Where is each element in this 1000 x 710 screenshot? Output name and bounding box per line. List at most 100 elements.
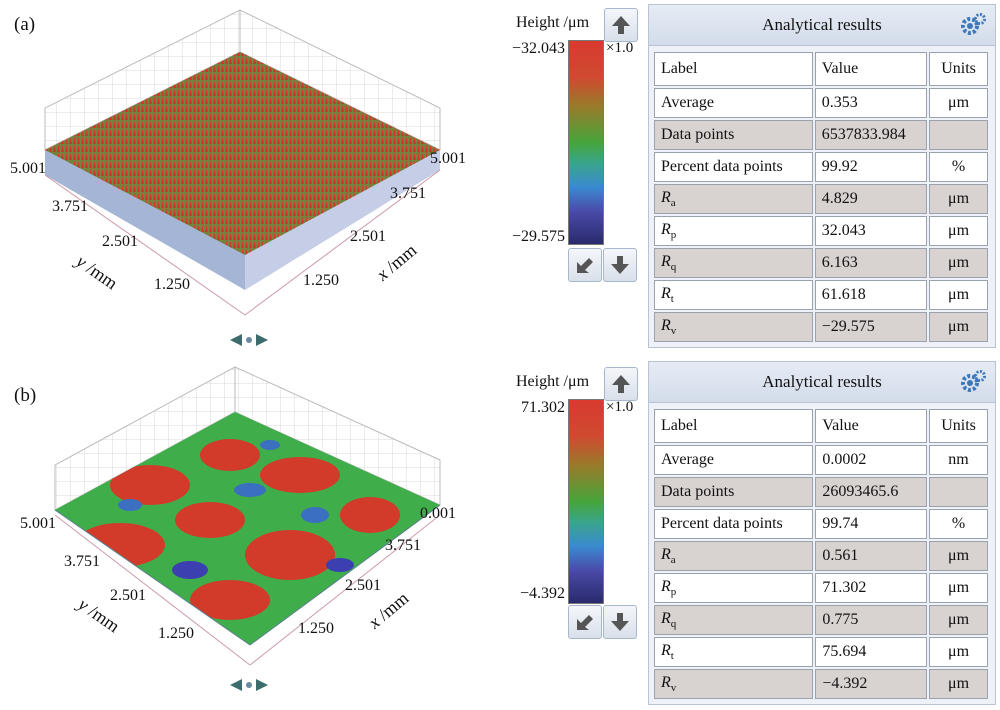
row-units: μm <box>929 88 988 118</box>
arrow-up-icon <box>612 16 630 34</box>
panel-label: (b) <box>14 385 37 406</box>
table-row[interactable]: Rv −4.392 μm <box>654 669 988 699</box>
row-units <box>929 120 988 150</box>
row-label: Rt <box>654 280 813 310</box>
row-label: Average <box>654 445 814 475</box>
results-table: Label Value Units Average 0.0002 nm Data… <box>652 407 990 701</box>
row-units: μm <box>929 216 988 246</box>
row-units: μm <box>929 669 988 699</box>
results-title: Analytical results <box>762 15 882 34</box>
row-value: 0.0002 <box>815 445 928 475</box>
row-label: Rv <box>654 312 813 342</box>
arrow-up-icon <box>612 375 630 393</box>
y-tick: 2.501 <box>110 587 146 604</box>
table-row[interactable]: Average 0.0002 nm <box>654 445 988 475</box>
row-label: Ra <box>654 541 814 571</box>
gear-icon[interactable] <box>959 12 987 38</box>
y-tick: 5.001 <box>20 515 56 532</box>
y-tick: 2.501 <box>102 233 138 250</box>
table-row[interactable]: Data points 6537833.984 <box>654 120 988 150</box>
analytical-results-panel: Analytical results Label Value Units Ave… <box>648 4 996 348</box>
reset-scale-button[interactable] <box>568 248 602 282</box>
table-row[interactable]: Ra 4.829 μm <box>654 184 988 214</box>
table-row[interactable]: Data points 26093465.6 <box>654 477 988 507</box>
x-tick: 2.501 <box>345 577 381 594</box>
scale-factor: ×1.0 <box>606 40 634 56</box>
table-row[interactable]: Percent data points 99.92 % <box>654 152 988 182</box>
row-label: Ra <box>654 184 813 214</box>
row-label: Average <box>654 88 813 118</box>
x-tick: 5.001 <box>430 150 466 167</box>
table-row[interactable]: Rp 32.043 μm <box>654 216 988 246</box>
table-row[interactable]: Rt 75.694 μm <box>654 637 988 667</box>
colorbar <box>568 40 604 245</box>
panel-b: (b) 5.0 <box>0 355 1000 710</box>
table-row[interactable]: Rv −29.575 μm <box>654 312 988 342</box>
col-label: Label <box>654 409 814 443</box>
row-units: μm <box>929 573 988 603</box>
rotate-view-icon[interactable] <box>226 330 272 350</box>
scale-up-button[interactable] <box>604 8 638 42</box>
rotate-view-icon[interactable] <box>226 675 272 695</box>
row-units: μm <box>929 312 988 342</box>
results-header: Analytical results <box>649 362 995 403</box>
col-units: Units <box>929 52 988 86</box>
col-units: Units <box>929 409 988 443</box>
row-label: Rq <box>654 605 814 635</box>
col-value: Value <box>814 52 928 86</box>
y-tick: 1.250 <box>154 276 190 293</box>
x-tick: 2.501 <box>350 228 386 245</box>
row-value: 61.618 <box>814 280 928 310</box>
table-row[interactable]: Rp 71.302 μm <box>654 573 988 603</box>
col-label: Label <box>654 52 813 86</box>
surface-plot-b[interactable] <box>0 355 500 710</box>
row-units <box>929 477 988 507</box>
table-row[interactable]: Ra 0.561 μm <box>654 541 988 571</box>
colorbar-max: 71.302 <box>521 399 565 416</box>
colorbar-min: −4.392 <box>519 585 565 602</box>
colorbar-min: −29.575 <box>511 228 565 245</box>
row-units: nm <box>929 445 988 475</box>
table-row[interactable]: Average 0.353 μm <box>654 88 988 118</box>
row-value: 0.775 <box>815 605 928 635</box>
col-value: Value <box>815 409 928 443</box>
table-header-row: Label Value Units <box>654 409 988 443</box>
table-row[interactable]: Rq 0.775 μm <box>654 605 988 635</box>
scale-down-button[interactable] <box>603 248 637 282</box>
y-tick: 3.751 <box>52 198 88 215</box>
row-value: 32.043 <box>814 216 928 246</box>
row-label: Rp <box>654 573 814 603</box>
row-units: μm <box>929 280 988 310</box>
row-value: 26093465.6 <box>815 477 928 507</box>
surface-plot-a[interactable] <box>0 0 500 355</box>
reset-scale-button[interactable] <box>568 605 602 639</box>
row-value: 4.829 <box>814 184 928 214</box>
row-value: 6537833.984 <box>814 120 928 150</box>
row-units: % <box>929 509 988 539</box>
row-units: μm <box>929 637 988 667</box>
row-value: −4.392 <box>815 669 928 699</box>
y-tick: 1.250 <box>158 625 194 642</box>
table-row[interactable]: Rt 61.618 μm <box>654 280 988 310</box>
row-label: Rt <box>654 637 814 667</box>
scale-down-button[interactable] <box>603 605 637 639</box>
gear-icon[interactable] <box>959 369 987 395</box>
row-label: Rq <box>654 248 813 278</box>
results-table: Label Value Units Average 0.353 μm Data … <box>652 50 990 344</box>
table-row[interactable]: Rq 6.163 μm <box>654 248 988 278</box>
row-units: μm <box>929 541 988 571</box>
scale-up-button[interactable] <box>604 367 638 401</box>
table-row[interactable]: Percent data points 99.74 % <box>654 509 988 539</box>
row-value: 71.302 <box>815 573 928 603</box>
table-header-row: Label Value Units <box>654 52 988 86</box>
row-label: Percent data points <box>654 152 813 182</box>
panel-a: (a) 5.001 3.751 2.501 1.250 y /mm 5.001 <box>0 0 996 355</box>
x-tick: 1.250 <box>298 620 334 637</box>
analytical-results-panel: Analytical results Label Value Units Ave… <box>648 361 996 705</box>
x-tick: 1.250 <box>303 272 339 289</box>
arrow-down-icon <box>611 256 629 274</box>
height-label: Height /μm <box>516 14 590 31</box>
row-label: Data points <box>654 477 814 507</box>
panel-label: (a) <box>14 14 36 35</box>
colorbar <box>568 399 604 604</box>
